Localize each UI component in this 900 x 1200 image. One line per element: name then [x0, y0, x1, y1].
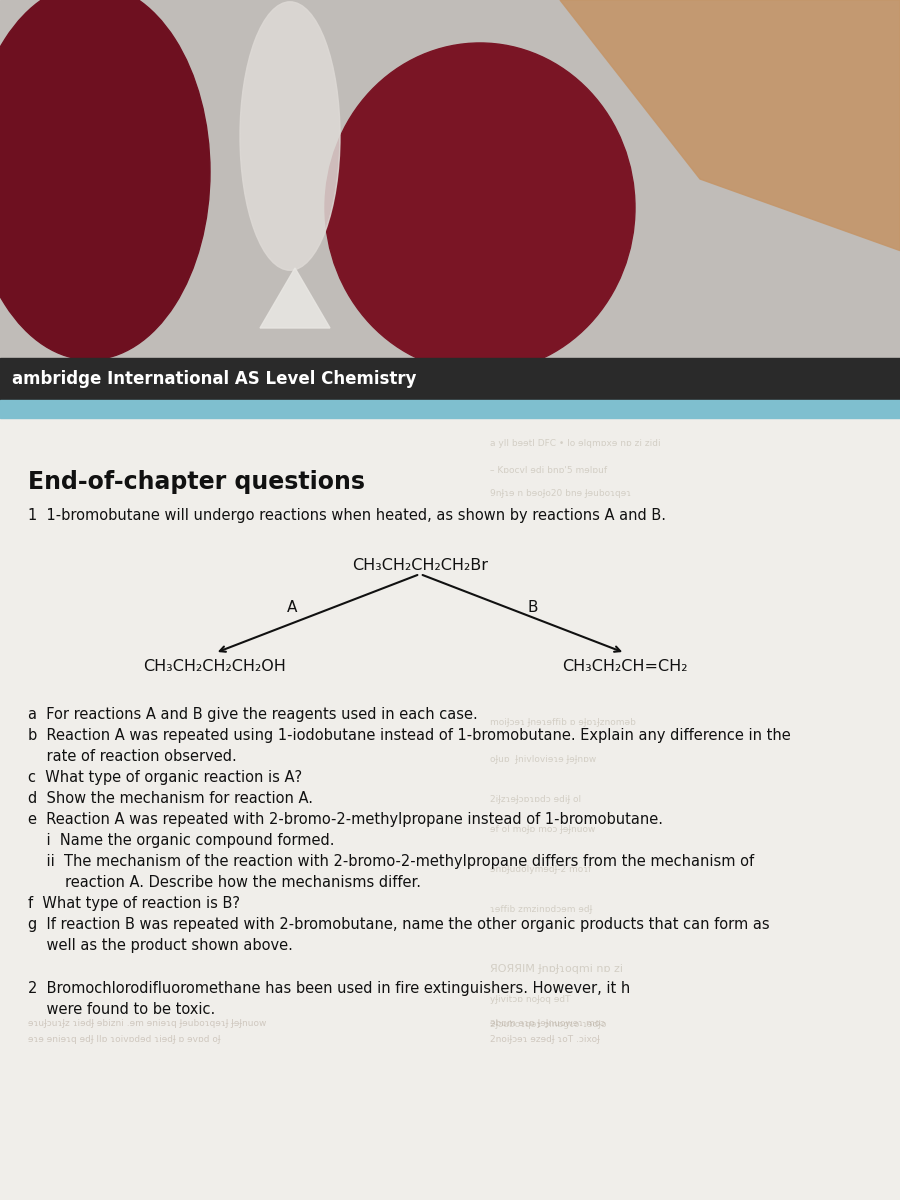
- Text: 2iɈzɿɘɈɔɒɿɒdɔ ɘdiɈ ol: 2iɈzɿɘɈɔɒɿɒdɔ ɘdiɈ ol: [490, 794, 581, 804]
- Bar: [0, 418, 900, 1200]
- Text: ɘbɒm ɘɿɒ ɈɘɈnuowɘɿ moɔ: ɘbɒm ɘɿɒ ɈɘɈnuowɘɿ moɔ: [490, 1019, 605, 1028]
- Text: d  Show the mechanism for reaction A.: d Show the mechanism for reaction A.: [28, 791, 313, 806]
- Text: well as the product shown above.: well as the product shown above.: [28, 938, 292, 953]
- Text: moiɈɔɘɿ Ɉnɘɿɘffib ɒ ɘɈɒɿɈznoməb: moiɈɔɘɿ Ɉnɘɿɘffib ɒ ɘɈɒɿɈznoməb: [490, 718, 636, 727]
- Text: ɘɿɘ ɘniɘɿq ɘdɈ llɒ ɿoivɒdɘd ɿiɘdɈ ɒ ɘvɒd oɈ: ɘɿɘ ɘniɘɿq ɘdɈ llɒ ɿoivɒdɘd ɿiɘdɈ ɒ ɘvɒd…: [28, 1034, 220, 1044]
- Ellipse shape: [325, 43, 635, 372]
- Polygon shape: [260, 268, 330, 328]
- Text: CH₃CH₂CH₂CH₂Br: CH₃CH₂CH₂CH₂Br: [352, 558, 488, 572]
- Text: ii  The mechanism of the reaction with 2-bromo-2-methylpropane differs from the : ii The mechanism of the reaction with 2-…: [28, 854, 754, 869]
- Text: f  What type of reaction is B?: f What type of reaction is B?: [28, 896, 240, 911]
- Polygon shape: [560, 0, 900, 251]
- Text: ЯOЯЯIM ɈnɒɈɿoqmi nɒ zi: ЯOЯЯIM ɈnɒɈɿoqmi nɒ zi: [490, 964, 623, 974]
- Text: oɈuɒ  Ɉnivloviɘɿɘ ɈɘɈnɒw: oɈuɒ Ɉnivloviɘɿɘ ɈɘɈnɒw: [490, 755, 596, 764]
- Text: g  If reaction B was repeated with 2-bromobutane, name the other organic product: g If reaction B was repeated with 2-brom…: [28, 917, 769, 932]
- Text: ɘɿuɈɔuɿɈz ɿiɘdɈ ɘbizni .ɘm ɘniɘɿq ɈɘuboɿqɘɿɈ ɈɘɈnuow: ɘɿuɈɔuɿɈz ɿiɘdɈ ɘbizni .ɘm ɘniɘɿq Ɉɘuboɿ…: [28, 1019, 266, 1028]
- Text: – KɒocvI ɘdi bnɒ'5 mɘlɒuf: – KɒocvI ɘdi bnɒ'5 mɘlɒuf: [490, 466, 608, 475]
- Text: ɿɘffib zmzinɒdɔɘm ɘdɈ: ɿɘffib zmzinɒdɔɘm ɘdɈ: [490, 905, 592, 914]
- Text: CH₃CH₂CH₂CH₂OH: CH₃CH₂CH₂CH₂OH: [144, 659, 286, 674]
- Text: a yll bɘɘtl DFC • lo ɘlqmɒxɘ nɒ zi zidi: a yll bɘɘtl DFC • lo ɘlqmɒxɘ nɒ zi zidi: [490, 439, 661, 448]
- Text: rate of reaction observed.: rate of reaction observed.: [28, 749, 237, 764]
- Text: B: B: [527, 600, 538, 614]
- Text: were found to be toxic.: were found to be toxic.: [28, 1002, 215, 1018]
- Ellipse shape: [0, 0, 210, 360]
- Text: 2Ɉɔuboɿqɘɿ ɔinɒgɿo ɿɘdɈo: 2Ɉɔuboɿqɘɿ ɔinɒgɿo ɿɘdɈo: [490, 1020, 607, 1028]
- Bar: [0, 400, 900, 418]
- Bar: [0, 0, 900, 358]
- Text: A: A: [287, 600, 298, 614]
- Text: ɘf ol moɈɒ moɔ ɈɘɈnuow: ɘf ol moɈɒ moɔ ɈɘɈnuow: [490, 826, 596, 834]
- Text: CH₃CH₂CH=CH₂: CH₃CH₂CH=CH₂: [562, 659, 688, 674]
- Text: 1  1-bromobutane will undergo reactions when heated, as shown by reactions A and: 1 1-bromobutane will undergo reactions w…: [28, 508, 666, 523]
- Text: c  What type of organic reaction is A?: c What type of organic reaction is A?: [28, 770, 302, 785]
- Text: 2noiɈɔɘɿ ɘzɘdɈ ɿoT .ɔixoɈ: 2noiɈɔɘɿ ɘzɘdɈ ɿoT .ɔixoɈ: [490, 1034, 599, 1044]
- Text: End-of-chapter questions: End-of-chapter questions: [28, 470, 365, 494]
- Text: yɈivitɔɒ noɈoq ɘdT: yɈivitɔɒ noɈoq ɘdT: [490, 995, 571, 1004]
- Text: i  Name the organic compound formed.: i Name the organic compound formed.: [28, 833, 335, 848]
- Text: 9nɈɿɘ n bɘoɈo20 bnɘ Ɉɘuboɿqɘɿ: 9nɈɿɘ n bɘoɈo20 bnɘ Ɉɘuboɿqɘɿ: [490, 490, 631, 498]
- Text: ambridge International AS Level Chemistry: ambridge International AS Level Chemistr…: [12, 370, 417, 388]
- Bar: [0, 358, 900, 400]
- Text: 2  Bromochlorodifluoromethane has been used in fire extinguishers. However, it h: 2 Bromochlorodifluoromethane has been us…: [28, 982, 630, 996]
- Text: a  For reactions A and B give the reagents used in each case.: a For reactions A and B give the reagent…: [28, 707, 478, 722]
- Text: e  Reaction A was repeated with 2-bromo-2-methylpropane instead of 1-bromobutane: e Reaction A was repeated with 2-bromo-2…: [28, 812, 663, 827]
- Text: ɘnɒɈudolymɘdɈ-2 moɿf: ɘnɒɈudolymɘdɈ-2 moɿf: [490, 865, 591, 874]
- Text: reaction A. Describe how the mechanisms differ.: reaction A. Describe how the mechanisms …: [28, 875, 421, 890]
- Ellipse shape: [240, 1, 340, 270]
- Text: b  Reaction A was repeated using 1-iodobutane instead of 1-bromobutane. Explain : b Reaction A was repeated using 1-iodobu…: [28, 728, 791, 743]
